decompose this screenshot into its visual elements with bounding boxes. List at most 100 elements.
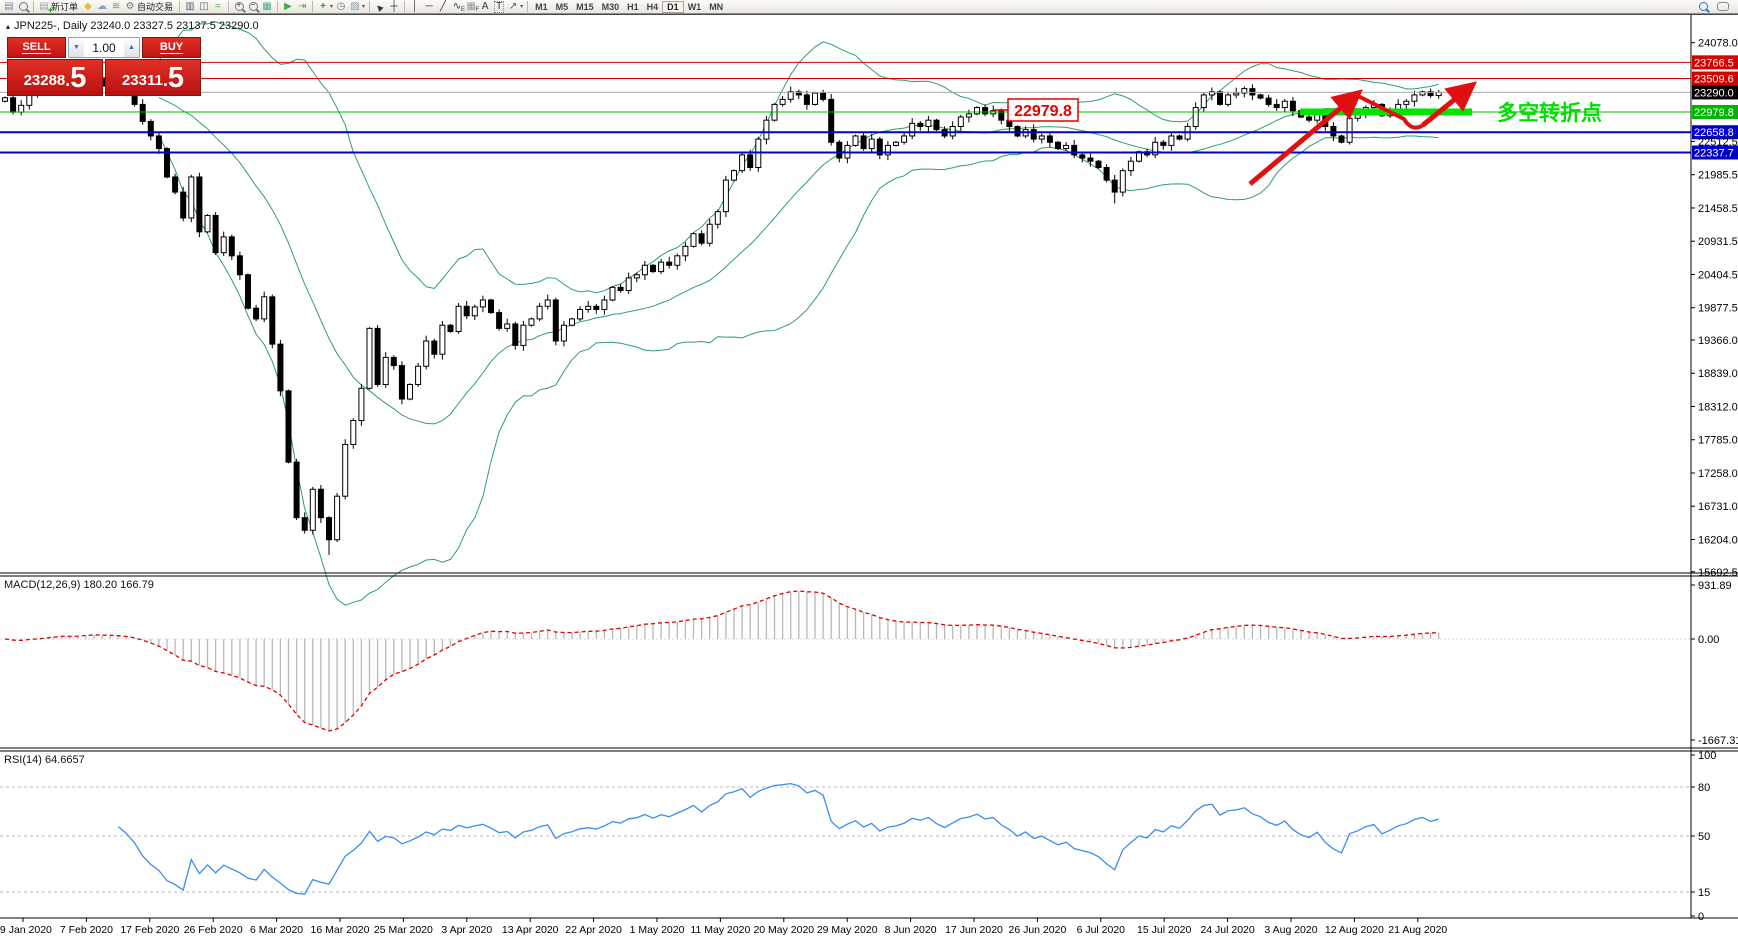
- toolbar-separator: [179, 1, 181, 12]
- price-tick-label: 18839.0: [1698, 368, 1738, 380]
- timeframe-m30[interactable]: M30: [601, 1, 620, 12]
- candlestick-chart-icon[interactable]: ◫: [199, 0, 209, 12]
- price-tick-label: 16731.0: [1698, 501, 1738, 513]
- arrows-tool-icon[interactable]: ↗: [508, 0, 518, 12]
- add-indicator-icon-dropdown[interactable]: ▾: [330, 4, 334, 10]
- date-tick-label: 6 Mar 2020: [250, 924, 303, 936]
- date-tick-label: 29 May 2020: [817, 924, 878, 936]
- red-trend-arrow[interactable]: [1421, 81, 1477, 127]
- price-tick-label: 21458.5: [1698, 203, 1738, 215]
- horizontal-line-icon[interactable]: ─: [425, 0, 433, 12]
- svg-text:50: 50: [1698, 831, 1710, 843]
- price-callout[interactable]: 22979.8: [994, 98, 1079, 122]
- svg-text:23290.0: 23290.0: [1694, 87, 1734, 99]
- new-order-icon-label[interactable]: 新订单: [51, 2, 79, 12]
- svg-text:80: 80: [1698, 782, 1710, 794]
- line-chart-icon[interactable]: ≈: [215, 0, 221, 12]
- template-icon[interactable]: ▧: [350, 0, 360, 12]
- volume-input[interactable]: [84, 38, 124, 57]
- period-icon[interactable]: ◷: [336, 0, 346, 12]
- date-tick-label: 22 Apr 2020: [565, 924, 622, 936]
- price-tick-label: 20931.5: [1698, 236, 1738, 248]
- date-tick-label: 26 Feb 2020: [184, 924, 243, 936]
- tile-windows-icon[interactable]: ▦: [262, 0, 272, 12]
- styles-icon[interactable]: ◆: [84, 0, 92, 12]
- svg-text:0: 0: [1698, 911, 1704, 923]
- autotrade-icon[interactable]: ⚙: [125, 0, 135, 12]
- search-icon[interactable]: [1696, 1, 1710, 13]
- price-tag-23509.6: 23509.6: [1692, 71, 1738, 86]
- auto-scroll-icon[interactable]: ▶: [284, 0, 292, 12]
- crosshair-icon[interactable]: ┼: [390, 0, 398, 12]
- svg-text:931.89: 931.89: [1698, 580, 1732, 592]
- date-tick-label: 7 Feb 2020: [60, 924, 113, 936]
- price-tick-label: 16204.0: [1698, 534, 1738, 546]
- rsi-indicator: 100 80 50 15 0 RSI(14) 64.6657: [0, 750, 1716, 923]
- svg-text:15: 15: [1698, 887, 1710, 899]
- chart-window[interactable]: 23766.5 23509.6 22979.8 22658.8 22337.7 23290…: [0, 14, 1738, 938]
- vertical-line-icon[interactable]: │: [411, 0, 419, 12]
- template-icon-dropdown[interactable]: ▾: [362, 4, 366, 10]
- equidistant-channel-icon[interactable]: ∿ E: [452, 0, 466, 13]
- price-tag-22658.8: 22658.8: [1692, 125, 1738, 140]
- sell-price[interactable]: 23288. 5: [7, 59, 103, 96]
- cursor-icon[interactable]: ►: [372, 0, 388, 15]
- date-tick-label: 15 Jul 2020: [1137, 924, 1191, 936]
- timeframe-mn[interactable]: MN: [709, 1, 724, 12]
- date-tick-label: 21 Aug 2020: [1388, 924, 1447, 936]
- text-label-icon[interactable]: T: [494, 0, 505, 13]
- timeframe-w1[interactable]: W1: [687, 1, 702, 12]
- timeframe-m5[interactable]: M5: [555, 1, 569, 12]
- svg-text:23766.5: 23766.5: [1694, 57, 1734, 69]
- timeframe-d1[interactable]: D1: [662, 0, 684, 13]
- price-tick-label: 21985.5: [1698, 170, 1738, 182]
- toolbar-separator: [228, 1, 230, 12]
- date-tick-label: 1 May 2020: [630, 924, 685, 936]
- signals-icon[interactable]: ≋: [111, 0, 121, 12]
- sell-button[interactable]: SELL: [7, 37, 66, 58]
- bar-chart-icon[interactable]: ▥: [185, 0, 195, 12]
- timeframe-h1[interactable]: H1: [627, 1, 639, 12]
- fibonacci-icon[interactable]: ▦ F: [466, 0, 480, 13]
- zoom-in-icon[interactable]: +: [232, 1, 246, 13]
- timeframe-m1[interactable]: M1: [535, 1, 548, 12]
- timeframe-m15[interactable]: M15: [576, 1, 594, 12]
- pivot-point-annotation[interactable]: 多空转折点: [1497, 101, 1602, 125]
- svg-text:22337.7: 22337.7: [1694, 147, 1734, 159]
- autotrade-icon-label[interactable]: 自动交易: [137, 2, 174, 12]
- date-tick-label: 8 Jun 2020: [885, 924, 937, 936]
- date-tick-label: 25 Mar 2020: [374, 924, 433, 936]
- text-icon[interactable]: A: [481, 0, 489, 12]
- date-tick-label: 6 Jul 2020: [1077, 924, 1126, 936]
- rsi-label: RSI(14) 64.6657: [4, 754, 85, 766]
- arrows-tool-icon-dropdown[interactable]: ▾: [520, 4, 524, 10]
- volume-up-button[interactable]: ▲: [124, 38, 139, 57]
- add-indicator-icon[interactable]: +: [320, 0, 326, 12]
- volume-down-button[interactable]: ▼: [69, 38, 84, 57]
- buy-price[interactable]: 23311. 5: [105, 59, 201, 96]
- date-tick-label: 3 Apr 2020: [441, 924, 492, 936]
- trendline-icon[interactable]: ╱: [440, 0, 447, 12]
- new-order-icon[interactable]: ▤ +: [39, 0, 53, 15]
- data-window-icon[interactable]: ▤: [4, 0, 14, 12]
- price-tick-label: 24078.0: [1698, 38, 1738, 50]
- chart-title: ▴ JPN225-, Daily 23240.0 23327.5 23137.5…: [6, 20, 259, 32]
- cloud-icon[interactable]: ☁: [97, 0, 108, 12]
- red-trend-arrow[interactable]: [1248, 89, 1363, 186]
- one-click-toggle-icon[interactable]: ▴: [6, 21, 11, 31]
- price-tick-label: 19877.5: [1698, 303, 1738, 315]
- buy-button[interactable]: BUY: [142, 37, 201, 58]
- timeframe-h4[interactable]: H4: [646, 1, 659, 12]
- chart-canvas[interactable]: 23766.5 23509.6 22979.8 22658.8 22337.7 23290…: [0, 15, 1738, 938]
- zoom-out-icon[interactable]: −: [246, 1, 260, 13]
- chat-icon[interactable]: [1716, 1, 1730, 13]
- market-watch-icon[interactable]: [16, 1, 30, 13]
- toolbar-separator: [33, 1, 34, 12]
- chart-shift-icon[interactable]: ⇥: [297, 0, 307, 12]
- volume-control: ▼ ▲: [68, 37, 140, 58]
- date-tick-label: 20 May 2020: [753, 924, 814, 936]
- svg-text:-1667.31: -1667.31: [1698, 735, 1738, 747]
- macd-indicator: 931.89 0.00 -1667.31 MACD(12,26,9) 180.20 1…: [0, 579, 1738, 747]
- price-tick-label: 22512.5: [1698, 136, 1738, 148]
